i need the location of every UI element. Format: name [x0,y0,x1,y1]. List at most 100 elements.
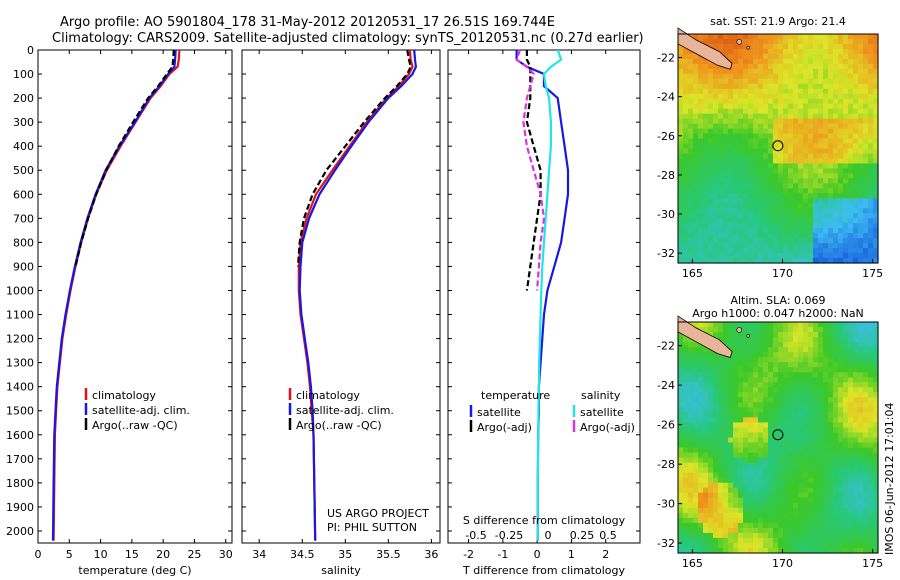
heatmap-cell [838,198,844,204]
heatmap-cell [698,372,704,378]
heatmap-cell [773,183,779,189]
heatmap-cell [693,248,699,254]
heatmap-cell [708,238,714,244]
heatmap-cell [813,168,819,174]
heatmap-cell [813,223,819,229]
heatmap-cell [743,68,749,75]
heatmap-cell [763,532,769,539]
heatmap-cell [718,522,724,529]
heatmap-cell [843,133,849,140]
heatmap-cell [773,98,779,105]
heatmap-cell [713,153,719,160]
heatmap-cell [763,412,769,419]
heatmap-cell [863,148,869,155]
heatmap-cell [778,228,784,234]
heatmap-cell [703,447,709,454]
heatmap-cell [873,382,879,388]
heatmap-cell [818,163,824,170]
heatmap-cell [818,143,824,150]
heatmap-cell [753,382,759,388]
heatmap-cell [683,492,689,499]
heatmap-cell [843,98,849,105]
heatmap-cell [728,238,734,244]
heatmap-cell [713,372,719,378]
heatmap-cell [713,437,719,444]
heatmap-cell [778,34,784,40]
heatmap-cell [803,367,809,373]
heatmap-cell [823,467,829,474]
heatmap-cell [773,342,779,348]
heatmap-cell [753,507,759,514]
heatmap-cell [863,457,869,464]
heatmap-cell [833,337,839,343]
heatmap-cell [853,397,859,403]
heatmap-cell [683,532,689,539]
heatmap-cell [833,402,839,408]
heatmap-cell [798,432,804,439]
heatmap-cell [768,178,774,184]
heatmap-cell [818,188,824,194]
heatmap-cell [848,352,854,358]
landmass [677,27,733,70]
heatmap-cell [713,407,719,413]
heatmap-cell [778,487,784,494]
heatmap-cell [783,337,789,343]
heatmap-cell [848,412,854,419]
heatmap-cell [863,153,869,160]
heatmap-cell [698,447,704,454]
heatmap-cell [798,228,804,234]
heatmap-cell [853,34,859,40]
heatmap-cell [763,173,769,179]
heatmap-cell [703,322,709,328]
heatmap-cell [798,238,804,244]
heatmap-cell [683,502,689,509]
heatmap-cell [763,118,769,125]
heatmap-cell [703,208,709,214]
heatmap-cell [818,387,824,393]
heatmap-cell [718,322,724,328]
heatmap-cell [838,332,844,338]
heatmap-cell [728,372,734,378]
heatmap-cell [783,362,789,368]
heatmap-cell [803,412,809,419]
heatmap-cell [808,153,814,160]
heatmap-cell [733,48,739,55]
heatmap-cell [708,382,714,388]
heatmap-cell [733,198,739,204]
heatmap-cell [688,457,694,464]
heatmap-cell [808,38,814,45]
heatmap-cell [748,507,754,514]
heatmap-cell [838,218,844,224]
heatmap-cell [698,392,704,398]
heatmap-cell [858,218,864,224]
heatmap-cell [723,487,729,494]
heatmap-cell [858,128,864,135]
heatmap-cell [683,442,689,449]
heatmap-cell [723,223,729,229]
heatmap-cell [783,248,789,254]
heatmap-cell [873,542,879,549]
heatmap-cell [833,73,839,80]
heatmap-cell [838,427,844,434]
heatmap-cell [678,482,684,489]
heatmap-cell [863,188,869,194]
heatmap-cell [718,178,724,184]
heatmap-cell [723,218,729,224]
heatmap-cell [873,148,879,155]
heatmap-cell [838,327,844,333]
heatmap-cell [733,422,739,429]
y-tick-label: 1900 [6,501,34,514]
heatmap-cell [868,233,874,239]
heatmap-cell [758,193,764,199]
heatmap-cell [803,98,809,105]
heatmap-cell [848,153,854,160]
heatmap-cell [823,158,829,165]
heatmap-cell [728,522,734,529]
heatmap-cell [743,253,749,259]
heatmap-cell [843,118,849,125]
heatmap-cell [688,143,694,150]
heatmap-cell [743,158,749,165]
heatmap-cell [753,342,759,348]
heatmap-cell [808,243,814,249]
heatmap-cell [843,38,849,45]
